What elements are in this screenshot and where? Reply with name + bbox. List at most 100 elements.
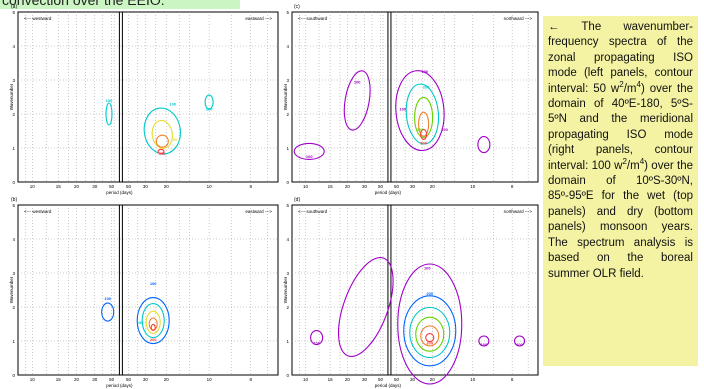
y-tick-label: 1 [12, 146, 15, 151]
x-tick-label: 8 [511, 377, 514, 382]
contour-label: 200 [423, 85, 430, 90]
x-tick-label: 30 [143, 184, 149, 189]
panel-label: (b) [11, 197, 17, 203]
contour-line [157, 148, 165, 154]
y-tick-label: 0 [12, 373, 15, 378]
contour-line [397, 263, 463, 385]
contour-label: 100 [421, 69, 428, 74]
caption-text: /m [626, 159, 640, 172]
panel-frame [17, 11, 279, 183]
x-tick-label: 30 [143, 377, 149, 382]
x-tick-label: 50 [109, 377, 115, 382]
x-tick-label: 30 [362, 184, 368, 189]
x-tick-label: 30 [410, 377, 416, 382]
top-banner: convection over the EEIO. [0, 0, 240, 9]
y-tick-label: 5 [12, 10, 15, 15]
y-tick-label: 1 [12, 339, 15, 344]
y-axis-label: Wavenumber [9, 276, 14, 303]
y-axis-label: Wavenumber [283, 83, 288, 110]
contour-label: 300 [417, 127, 424, 132]
contour-label: 150 [171, 137, 178, 142]
x-tick-label: 10 [470, 377, 476, 382]
x-tick-label: 20 [74, 377, 80, 382]
x-tick-label: 50 [109, 184, 115, 189]
x-tick-label: 20 [164, 377, 170, 382]
y-tick-label: 2 [12, 112, 15, 117]
caption-text: /m [623, 82, 637, 95]
contour-line [414, 96, 434, 138]
contour-label: 100 [399, 107, 406, 112]
contour-label: 200 [159, 151, 166, 156]
direction-right-label: northward ---> [504, 209, 533, 214]
contour-line [420, 128, 428, 140]
x-tick-label: 10 [30, 184, 36, 189]
contour-line [155, 134, 169, 148]
y-tick-label: 3 [286, 271, 289, 276]
contour-line [150, 323, 156, 331]
direction-left-label: <--- westward [24, 209, 52, 214]
x-tick-label: 50 [378, 184, 384, 189]
caption-text: ) over the domain of 40ºE-180, 5ºS-5ºN a… [548, 82, 693, 172]
contour-line [478, 335, 490, 347]
panel-label: (d) [294, 197, 300, 203]
contour-label: 100 [354, 79, 361, 84]
x-tick-label: 50 [378, 377, 384, 382]
panel-frame [291, 204, 539, 376]
x-tick-label: 20 [345, 184, 351, 189]
contour-label: 100 [481, 342, 488, 347]
contour-line [477, 136, 491, 154]
contour-label: 100 [104, 296, 111, 301]
x-axis-label: period (days) [106, 190, 133, 195]
y-tick-label: 5 [286, 203, 289, 208]
y-tick-label: 2 [286, 112, 289, 117]
panel-frame [291, 11, 539, 183]
x-tick-label: 10 [207, 377, 213, 382]
x-tick-label: 8 [249, 184, 252, 189]
contour-label: 100 [106, 98, 113, 103]
x-tick-label: 10 [303, 184, 309, 189]
y-tick-label: 3 [286, 78, 289, 83]
y-tick-label: 5 [12, 203, 15, 208]
y-tick-label: 2 [12, 305, 15, 310]
contour-label: 100 [206, 107, 213, 112]
y-tick-label: 5 [286, 10, 289, 15]
y-tick-label: 2 [286, 305, 289, 310]
contour-line [403, 295, 457, 367]
y-tick-label: 4 [286, 44, 289, 49]
panel-c: (c) <--- southward northward ---> Wavenumbe… [283, 4, 539, 195]
y-axis-label: Wavenumber [283, 276, 288, 303]
banner-text: convection over the EEIO. [2, 0, 165, 8]
contour-line [145, 310, 161, 334]
contour-line [101, 302, 115, 322]
contour-line [405, 83, 440, 145]
x-tick-label: 30 [362, 377, 368, 382]
x-tick-label: 20 [164, 184, 170, 189]
contour-line [141, 303, 165, 339]
contour-line [415, 316, 445, 352]
y-tick-label: 4 [12, 44, 15, 49]
panel-label: (c) [294, 4, 300, 10]
contour-label: 500 [420, 141, 427, 146]
figure-caption: ← The wavenumber-frequency spectra of th… [543, 16, 698, 366]
y-tick-label: 4 [12, 237, 15, 242]
x-tick-label: 10 [30, 377, 36, 382]
x-tick-label: 30 [410, 184, 416, 189]
x-tick-label: 20 [430, 377, 436, 382]
caption-superscript: 2 [622, 156, 627, 166]
x-tick-label: 30 [92, 377, 98, 382]
x-tick-label: 50 [394, 184, 400, 189]
direction-right-label: northward ---> [504, 16, 533, 21]
contour-line [420, 325, 440, 347]
x-tick-label: 50 [126, 377, 132, 382]
direction-right-label: eastward ---> [245, 209, 272, 214]
x-tick-label: 20 [430, 184, 436, 189]
x-axis-label: period (days) [375, 383, 402, 388]
contour-line [513, 335, 526, 347]
contour-line [337, 257, 394, 357]
panel-frame [17, 204, 279, 376]
panel-a: (a) <--- westward eastward ---> Wavenumber p… [9, 4, 279, 195]
contour-line [310, 330, 324, 346]
y-tick-label: 0 [286, 373, 289, 378]
y-axis-label: Wavenumber [9, 83, 14, 110]
contour-label: 300 [426, 340, 433, 345]
